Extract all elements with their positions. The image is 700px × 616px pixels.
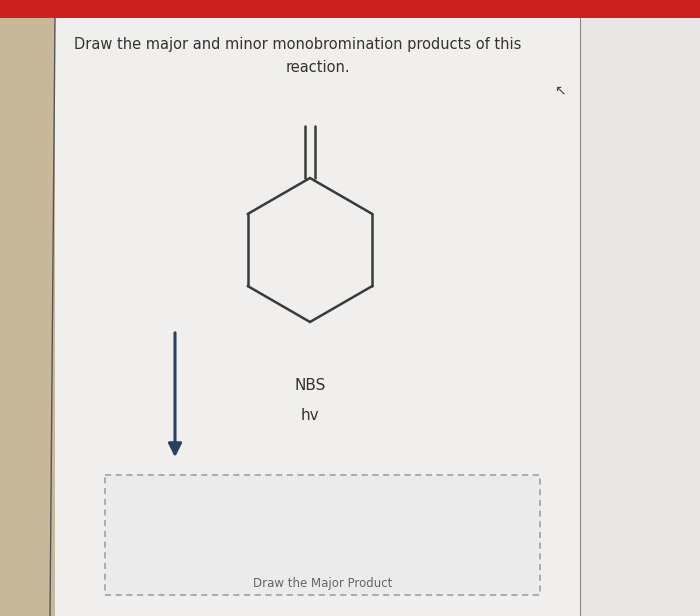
Bar: [0, 0, 700, 18]
Text: NBS: NBS: [294, 378, 326, 392]
Text: ↖: ↖: [554, 83, 566, 97]
Bar: [580, 18, 700, 616]
Text: reaction.: reaction.: [285, 60, 350, 76]
Text: Draw the major and minor monobromination products of this: Draw the major and minor monobromination…: [74, 38, 522, 52]
Text: Draw the Major Product: Draw the Major Product: [253, 577, 392, 590]
Bar: [55, 18, 580, 616]
Bar: [105, 475, 540, 595]
Text: hv: hv: [301, 408, 319, 423]
